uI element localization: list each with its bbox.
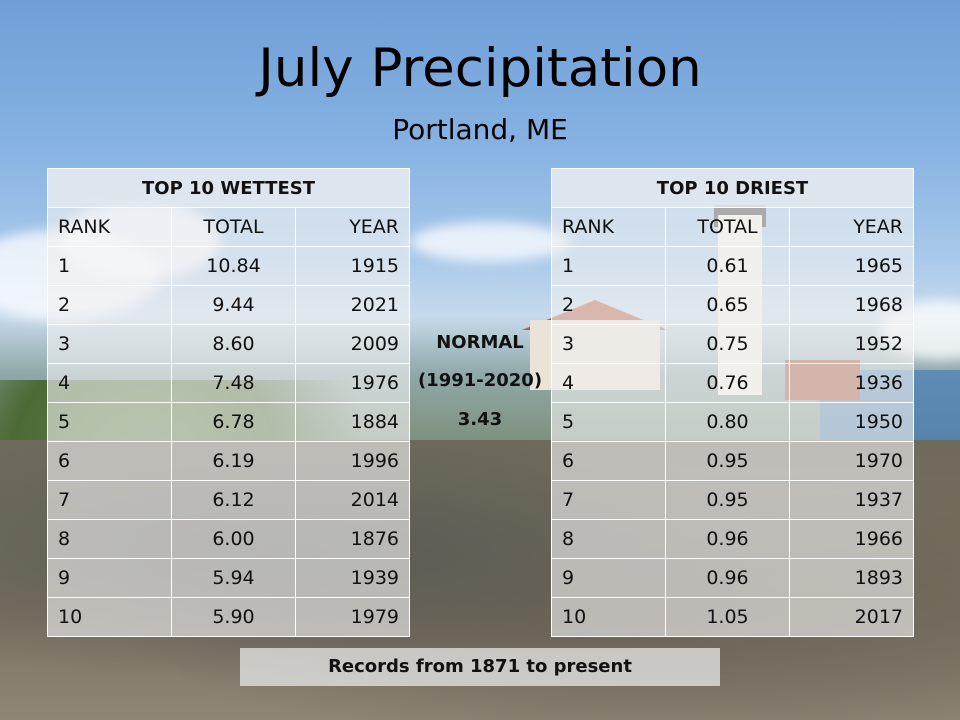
rank-cell: 2 [551,285,666,325]
table-row: 7 0.95 1937 [551,480,914,520]
column-header-row: RANK TOTAL YEAR [47,207,410,247]
column-header-year: YEAR [789,207,914,247]
column-header-rank: RANK [47,207,172,247]
table-row: 5 6.78 1884 [47,402,410,442]
normal-period: (1991-2020) [417,370,543,391]
rank-cell: 6 [551,441,666,481]
page-subtitle: Portland, ME [392,113,568,146]
total-cell: 9.44 [171,285,296,325]
total-cell: 1.05 [665,597,790,637]
year-cell: 1970 [789,441,914,481]
table-row: 1 10.84 1915 [47,246,410,286]
table-row: 9 5.94 1939 [47,558,410,598]
year-cell: 1884 [295,402,410,442]
total-cell: 7.48 [171,363,296,403]
year-cell: 1936 [789,363,914,403]
total-cell: 6.12 [171,480,296,520]
total-cell: 0.61 [665,246,790,286]
driest-table: TOP 10 DRIEST RANK TOTAL YEAR 1 0.61 1965 2… [551,168,914,637]
year-cell: 1979 [295,597,410,637]
table-row: 4 0.76 1936 [551,363,914,403]
total-cell: 0.75 [665,324,790,364]
year-cell: 2014 [295,480,410,520]
rank-cell: 4 [47,363,172,403]
total-cell: 0.65 [665,285,790,325]
total-cell: 6.78 [171,402,296,442]
year-cell: 2021 [295,285,410,325]
rank-cell: 4 [551,363,666,403]
driest-table-header: TOP 10 DRIEST [551,168,914,208]
table-row: 3 0.75 1952 [551,324,914,364]
total-cell: 0.80 [665,402,790,442]
year-cell: 1915 [295,246,410,286]
normal-label: NORMAL [436,332,524,353]
page-title: July Precipitation [258,38,702,99]
table-row: 8 6.00 1876 [47,519,410,559]
rank-cell: 7 [551,480,666,520]
year-cell: 1966 [789,519,914,559]
total-cell: 10.84 [171,246,296,286]
rank-cell: 5 [47,402,172,442]
rank-cell: 5 [551,402,666,442]
total-cell: 5.90 [171,597,296,637]
total-cell: 6.19 [171,441,296,481]
total-cell: 6.00 [171,519,296,559]
total-cell: 0.96 [665,558,790,598]
year-cell: 1952 [789,324,914,364]
rank-cell: 2 [47,285,172,325]
total-cell: 0.76 [665,363,790,403]
column-header-total: TOTAL [665,207,790,247]
table-row: 3 8.60 2009 [47,324,410,364]
rank-cell: 3 [47,324,172,364]
table-row: 6 6.19 1996 [47,441,410,481]
table-row: 2 0.65 1968 [551,285,914,325]
table-row: 10 1.05 2017 [551,597,914,637]
table-row: 7 6.12 2014 [47,480,410,520]
rank-cell: 1 [551,246,666,286]
rank-cell: 10 [47,597,172,637]
year-cell: 1939 [295,558,410,598]
rank-cell: 6 [47,441,172,481]
rank-cell: 9 [551,558,666,598]
rank-cell: 3 [551,324,666,364]
total-cell: 8.60 [171,324,296,364]
rank-cell: 10 [551,597,666,637]
year-cell: 2017 [789,597,914,637]
table-row: 9 0.96 1893 [551,558,914,598]
rank-cell: 1 [47,246,172,286]
year-cell: 1937 [789,480,914,520]
table-row: 5 0.80 1950 [551,402,914,442]
rank-cell: 9 [47,558,172,598]
table-row: 4 7.48 1976 [47,363,410,403]
year-cell: 1968 [789,285,914,325]
rank-cell: 7 [47,480,172,520]
total-cell: 5.94 [171,558,296,598]
table-row: 10 5.90 1979 [47,597,410,637]
year-cell: 1876 [295,519,410,559]
table-row: 1 0.61 1965 [551,246,914,286]
year-cell: 1950 [789,402,914,442]
total-cell: 0.95 [665,441,790,481]
year-cell: 2009 [295,324,410,364]
normal-value: 3.43 [457,409,503,430]
column-header-year: YEAR [295,207,410,247]
total-cell: 0.96 [665,519,790,559]
year-cell: 1996 [295,441,410,481]
records-note: Records from 1871 to present [240,648,720,686]
year-cell: 1965 [789,246,914,286]
wettest-table: TOP 10 WETTEST RANK TOTAL YEAR 1 10.84 191… [47,168,410,637]
column-header-total: TOTAL [171,207,296,247]
rank-cell: 8 [551,519,666,559]
table-row: 6 0.95 1970 [551,441,914,481]
table-row: 8 0.96 1966 [551,519,914,559]
wettest-table-header: TOP 10 WETTEST [47,168,410,208]
table-row: 2 9.44 2021 [47,285,410,325]
column-header-rank: RANK [551,207,666,247]
year-cell: 1976 [295,363,410,403]
column-header-row: RANK TOTAL YEAR [551,207,914,247]
rank-cell: 8 [47,519,172,559]
year-cell: 1893 [789,558,914,598]
total-cell: 0.95 [665,480,790,520]
